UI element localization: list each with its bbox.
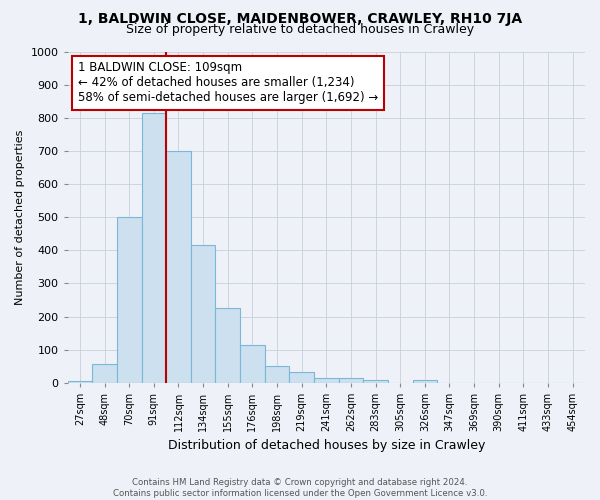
Bar [92, 364, 117, 383]
Bar [289, 372, 314, 383]
Text: Contains HM Land Registry data © Crown copyright and database right 2024.
Contai: Contains HM Land Registry data © Crown c… [113, 478, 487, 498]
Text: 1, BALDWIN CLOSE, MAIDENBOWER, CRAWLEY, RH10 7JA: 1, BALDWIN CLOSE, MAIDENBOWER, CRAWLEY, … [78, 12, 522, 26]
Bar [338, 378, 363, 383]
Y-axis label: Number of detached properties: Number of detached properties [15, 130, 25, 305]
Bar [68, 381, 92, 383]
X-axis label: Distribution of detached houses by size in Crawley: Distribution of detached houses by size … [167, 440, 485, 452]
Bar [363, 380, 388, 383]
Bar [166, 151, 191, 383]
Bar [142, 113, 166, 383]
Bar [215, 308, 240, 383]
Bar [314, 378, 338, 383]
Bar [265, 366, 289, 383]
Text: 1 BALDWIN CLOSE: 109sqm
← 42% of detached houses are smaller (1,234)
58% of semi: 1 BALDWIN CLOSE: 109sqm ← 42% of detache… [78, 62, 378, 104]
Bar [240, 346, 265, 383]
Bar [117, 217, 142, 383]
Bar [191, 246, 215, 383]
Bar [413, 380, 437, 383]
Text: Size of property relative to detached houses in Crawley: Size of property relative to detached ho… [126, 22, 474, 36]
